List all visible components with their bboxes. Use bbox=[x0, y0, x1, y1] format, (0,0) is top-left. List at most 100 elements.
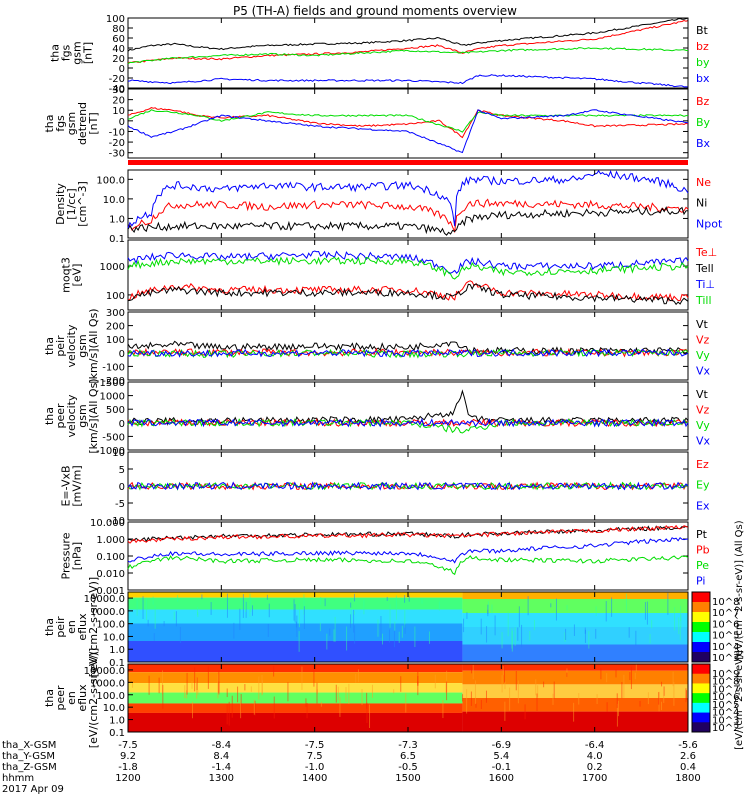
legend-Ez: Ez bbox=[696, 458, 709, 471]
colorbar-tick-label: 10^7 bbox=[712, 684, 739, 695]
heatmap-streak bbox=[268, 603, 270, 618]
heatmap-streak bbox=[606, 702, 608, 712]
y-tick-label: 1500 bbox=[100, 378, 125, 389]
heatmap-streak bbox=[667, 592, 669, 615]
heatmap-streak bbox=[615, 669, 617, 678]
panel-4: moqt3[eV] 1000 100 Te⊥ Tell Ti⊥ Till bbox=[60, 239, 717, 311]
y-tick-label: 500 bbox=[106, 405, 125, 416]
colorbar-segment bbox=[692, 693, 710, 704]
legend-Pe: Pe bbox=[696, 559, 709, 572]
heatmap-streak bbox=[471, 665, 473, 674]
heatmap-streak bbox=[584, 627, 586, 634]
heatmap-streak bbox=[527, 596, 529, 616]
colorbar-tick-label: 10^6 bbox=[712, 619, 739, 630]
heatmap-streak bbox=[663, 695, 665, 703]
heatmap-streak bbox=[573, 702, 575, 722]
heatmap-streak bbox=[163, 621, 165, 627]
heatmap-streak bbox=[320, 701, 322, 707]
heatmap-streak bbox=[361, 689, 363, 705]
heatmap-streak bbox=[295, 621, 297, 628]
colorbar-segment bbox=[692, 673, 710, 684]
y-axis-label: tha bbox=[49, 44, 62, 62]
x-axis-value: 1700 bbox=[582, 773, 607, 784]
y-tick-label: 10 bbox=[112, 106, 125, 117]
heatmap-streak bbox=[672, 671, 674, 687]
legend-Bt: Bt bbox=[696, 24, 709, 37]
heatmap-band bbox=[462, 627, 688, 645]
heatmap-streak bbox=[305, 698, 307, 707]
figure-title: P5 (TH-A) fields and ground moments over… bbox=[233, 4, 517, 18]
series-line-bz bbox=[128, 19, 689, 63]
colorbar-tick-label: 10^5 bbox=[712, 700, 739, 711]
series-line-Pt bbox=[128, 525, 689, 543]
heatmap-streak bbox=[584, 629, 586, 643]
heatmap-streak bbox=[250, 686, 252, 692]
heatmap-streak bbox=[421, 598, 423, 604]
y-tick-label: 1.0 bbox=[109, 716, 125, 727]
heatmap-streak bbox=[674, 607, 676, 631]
heatmap-streak bbox=[605, 601, 607, 622]
heatmap-streak bbox=[428, 631, 430, 644]
heatmap-streak bbox=[647, 692, 649, 705]
heatmap-streak bbox=[218, 681, 220, 695]
heatmap-streak bbox=[408, 595, 410, 602]
heatmap-streak bbox=[649, 633, 651, 644]
series-line-Pi bbox=[127, 536, 689, 564]
heatmap-band bbox=[128, 672, 463, 684]
y-tick-label: 1000 bbox=[100, 262, 125, 273]
heatmap-streak bbox=[405, 693, 407, 713]
colorbar-segment bbox=[692, 602, 710, 613]
heatmap-streak bbox=[254, 700, 256, 716]
heatmap-streak bbox=[514, 627, 516, 646]
heatmap-streak bbox=[566, 605, 568, 611]
series-line-bx bbox=[127, 74, 689, 88]
heatmap-streak bbox=[414, 626, 416, 648]
legend-by: by bbox=[696, 56, 710, 69]
colorbar-tick-label: 10^8 bbox=[712, 597, 739, 608]
heatmap-streak bbox=[504, 681, 506, 690]
y-tick-label: 10.000 bbox=[90, 518, 125, 529]
heatmap-streak bbox=[463, 618, 465, 633]
heatmap-streak bbox=[162, 684, 164, 709]
legend-Ni: Ni bbox=[696, 197, 707, 210]
heatmap-streak bbox=[389, 604, 391, 628]
heatmap-streak bbox=[306, 702, 308, 719]
y-tick-label: -5 bbox=[115, 499, 125, 510]
y-axis-label: [nT] bbox=[82, 42, 95, 64]
legend-Vy: Vy bbox=[696, 349, 710, 362]
panel-frame bbox=[127, 17, 689, 89]
heatmap-streak bbox=[487, 601, 489, 609]
y-tick-label: 0.1 bbox=[109, 728, 125, 739]
heatmap-streak bbox=[266, 594, 268, 600]
panel-frame bbox=[127, 381, 689, 451]
series-line-Vx bbox=[127, 417, 689, 428]
heatmap-streak bbox=[521, 624, 523, 648]
heatmap-streak bbox=[596, 694, 598, 705]
y-axis-label: [1/cc] bbox=[65, 188, 78, 219]
heatmap-streak bbox=[326, 633, 328, 650]
colorbar-segment bbox=[692, 592, 710, 603]
heatmap-streak bbox=[658, 692, 660, 705]
heatmap-streak bbox=[353, 593, 355, 602]
heatmap-streak bbox=[502, 666, 504, 676]
heatmap-streak bbox=[339, 697, 341, 717]
colorbar-frame bbox=[691, 591, 711, 663]
heatmap-streak bbox=[621, 682, 623, 699]
heatmap-streak bbox=[501, 675, 503, 693]
colorbar-tick-label: 10^5 bbox=[712, 631, 739, 642]
heatmap-streak bbox=[142, 596, 144, 619]
x-axis-value: 1300 bbox=[209, 773, 234, 784]
colorbar-tick-label: 10^2 bbox=[712, 723, 739, 734]
heatmap-streak bbox=[175, 611, 177, 627]
y-tick-label: 30 bbox=[112, 85, 125, 96]
heatmap-streak bbox=[337, 686, 339, 701]
heatmap-streak bbox=[680, 605, 682, 621]
heatmap-streak bbox=[635, 664, 637, 672]
y-axis-label: [eV] bbox=[71, 264, 84, 287]
heatmap-streak bbox=[446, 670, 448, 693]
y-tick-label: 100.0 bbox=[96, 620, 125, 631]
heatmap-streak bbox=[226, 704, 228, 725]
heatmap-streak bbox=[357, 669, 359, 683]
y-tick-label: 100.0 bbox=[96, 691, 125, 702]
heatmap-streak bbox=[273, 696, 275, 719]
